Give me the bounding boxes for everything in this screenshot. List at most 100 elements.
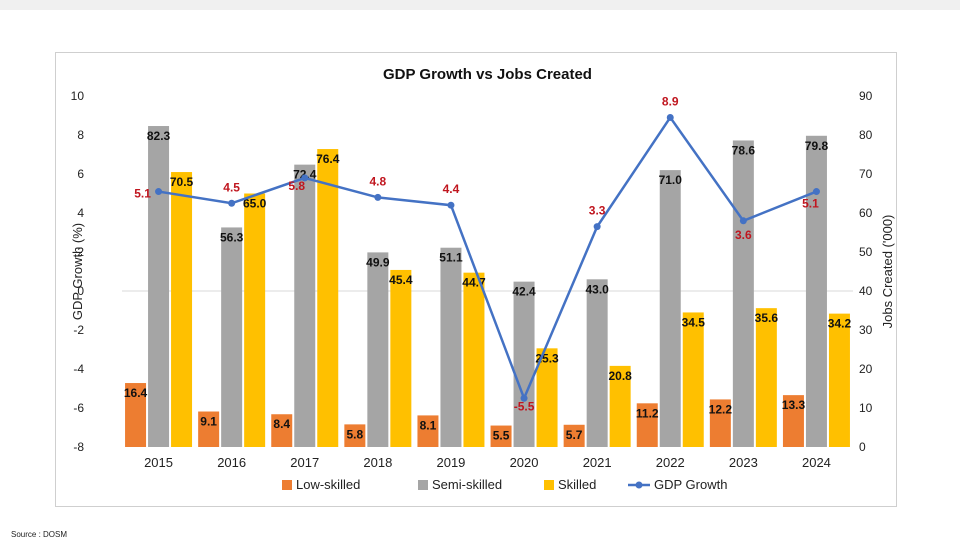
skilled-bar bbox=[463, 272, 485, 447]
gdp-growth-value-label: 4.8 bbox=[370, 174, 387, 188]
legend-swatch bbox=[282, 480, 292, 490]
left-tick-label: -8 bbox=[73, 440, 84, 454]
low-skilled-bar bbox=[344, 424, 366, 447]
category-label: 2024 bbox=[802, 455, 831, 470]
gdp-growth-value-label: 3.6 bbox=[735, 228, 752, 242]
skilled-value-label: 76.4 bbox=[316, 152, 340, 166]
low-skilled-value-label: 5.8 bbox=[347, 427, 364, 441]
left-tick-label: 8 bbox=[77, 128, 84, 142]
semi-skilled-bar bbox=[805, 135, 827, 447]
gdp-growth-line bbox=[158, 115, 817, 402]
left-tick-label: 10 bbox=[71, 89, 85, 103]
source-note: Source : DOSM bbox=[11, 530, 68, 539]
semi-skilled-bar bbox=[367, 252, 389, 447]
legend-item-label: Low-skilled bbox=[296, 477, 360, 492]
left-tick-label: 0 bbox=[77, 284, 84, 298]
skilled-bar bbox=[317, 149, 339, 447]
semi-skilled-value-label: 79.8 bbox=[805, 139, 829, 153]
skilled-value-label: 34.2 bbox=[828, 317, 852, 331]
legend-item-label: Skilled bbox=[558, 477, 596, 492]
right-tick-label: 30 bbox=[859, 323, 873, 337]
semi-skilled-value-label: 42.4 bbox=[512, 285, 536, 299]
semi-skilled-bar bbox=[440, 247, 462, 447]
left-tick-label: 4 bbox=[77, 206, 84, 220]
semi-skilled-value-label: 51.1 bbox=[439, 251, 463, 265]
semi-skilled-value-label: 49.9 bbox=[366, 255, 390, 269]
right-axis-title: Jobs Created ('000) bbox=[880, 215, 895, 329]
legend-line-marker bbox=[635, 481, 643, 489]
gdp-jobs-chart: GDP Growth vs Jobs Created -8 -6 -4 -2 0 2 4 6 8 1… bbox=[70, 66, 895, 492]
skilled-bar bbox=[682, 312, 704, 447]
chart-title: GDP Growth vs Jobs Created bbox=[383, 66, 592, 83]
right-tick-label: 10 bbox=[859, 401, 873, 415]
category-label: 2017 bbox=[290, 455, 319, 470]
gdp-growth-value-label: 4.5 bbox=[223, 180, 240, 194]
gdp-growth-point bbox=[520, 394, 528, 402]
category-label: 2015 bbox=[144, 455, 173, 470]
gdp-growth-point bbox=[301, 174, 309, 182]
gdp-growth-value-label: 3.3 bbox=[589, 204, 606, 218]
low-skilled-value-label: 9.1 bbox=[200, 415, 217, 429]
category-label: 2018 bbox=[363, 455, 392, 470]
low-skilled-value-label: 8.4 bbox=[273, 417, 290, 431]
top-border bbox=[0, 0, 960, 10]
legend-swatch bbox=[418, 480, 428, 490]
semi-skilled-bar bbox=[513, 281, 535, 447]
legend-item-label: Semi-skilled bbox=[432, 477, 502, 492]
semi-skilled-bar bbox=[294, 164, 316, 447]
low-skilled-value-label: 8.1 bbox=[420, 418, 437, 432]
low-skilled-bar bbox=[563, 424, 585, 447]
skilled-bar bbox=[828, 313, 850, 447]
gdp-growth-value-label: 5.8 bbox=[288, 179, 305, 193]
low-skilled-value-label: 5.7 bbox=[566, 428, 583, 442]
category-label: 2022 bbox=[656, 455, 685, 470]
semi-skilled-bar bbox=[221, 227, 243, 447]
skilled-bar bbox=[536, 348, 558, 447]
gdp-growth-value-label: 5.1 bbox=[134, 187, 151, 201]
skilled-value-label: 70.5 bbox=[170, 175, 194, 189]
gdp-growth-point bbox=[812, 188, 820, 196]
legend-swatch bbox=[544, 480, 554, 490]
skilled-bar bbox=[171, 172, 193, 448]
semi-skilled-value-label: 82.3 bbox=[147, 129, 171, 143]
gdp-growth-point bbox=[374, 193, 382, 201]
right-tick-label: 90 bbox=[859, 89, 873, 103]
semi-skilled-bar bbox=[586, 279, 608, 447]
low-skilled-bar bbox=[125, 383, 147, 447]
chart-frame: GDP Growth vs Jobs Created -8 -6 -4 -2 0 2 4 6 8 1… bbox=[55, 52, 897, 507]
low-skilled-value-label: 16.4 bbox=[124, 386, 148, 400]
gdp-growth-value-label: 5.1 bbox=[802, 197, 819, 211]
semi-skilled-bar bbox=[148, 126, 170, 447]
left-tick-label: -6 bbox=[73, 401, 84, 415]
right-tick-label: 70 bbox=[859, 167, 873, 181]
gdp-growth-value-label: 8.9 bbox=[662, 94, 679, 108]
gdp-growth-point bbox=[593, 223, 601, 231]
low-skilled-value-label: 12.2 bbox=[709, 402, 733, 416]
gdp-growth-value-label: -5.5 bbox=[514, 399, 535, 413]
right-tick-label: 50 bbox=[859, 245, 873, 259]
low-skilled-bar bbox=[636, 403, 658, 447]
left-tick-label: 6 bbox=[77, 167, 84, 181]
skilled-value-label: 45.4 bbox=[389, 273, 413, 287]
semi-skilled-bar bbox=[659, 170, 681, 447]
gdp-growth-point bbox=[666, 113, 674, 121]
semi-skilled-bar bbox=[732, 140, 754, 447]
gdp-growth-value-label: 4.4 bbox=[443, 182, 460, 196]
skilled-bar bbox=[609, 365, 631, 447]
legend-item-label: GDP Growth bbox=[654, 477, 727, 492]
left-axis-title: GDP Growth (%) bbox=[70, 223, 85, 320]
skilled-value-label: 35.6 bbox=[755, 311, 779, 325]
category-label: 2020 bbox=[510, 455, 539, 470]
skilled-value-label: 65.0 bbox=[243, 197, 267, 211]
low-skilled-bar bbox=[709, 399, 731, 447]
category-label: 2021 bbox=[583, 455, 612, 470]
category-label: 2019 bbox=[436, 455, 465, 470]
category-label: 2023 bbox=[729, 455, 758, 470]
skilled-bar bbox=[755, 308, 777, 447]
category-label: 2016 bbox=[217, 455, 246, 470]
gdp-growth-point bbox=[155, 188, 163, 196]
right-tick-label: 20 bbox=[859, 362, 873, 376]
right-tick-label: 0 bbox=[859, 440, 866, 454]
semi-skilled-value-label: 71.0 bbox=[659, 173, 683, 187]
low-skilled-bar bbox=[417, 415, 439, 447]
